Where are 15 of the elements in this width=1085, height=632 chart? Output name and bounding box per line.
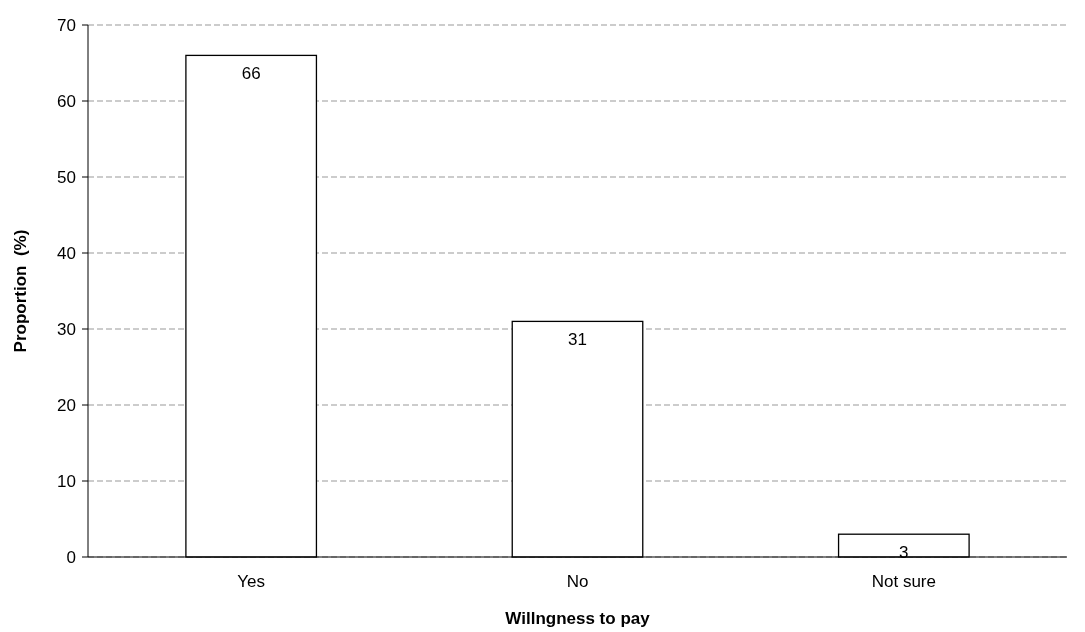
y-tick-label: 20 [57,395,76,415]
y-tick-label: 50 [57,167,76,187]
y-axis-title: Proportion (%) [11,229,30,353]
data-label: 66 [241,64,261,84]
x-axis-title: Willngness to pay [505,609,651,628]
x-tick-label: No [566,572,589,591]
y-tick-label: 70 [57,15,76,35]
y-tick-label: 10 [57,471,76,491]
y-tick-label: 30 [57,319,76,339]
y-tick-label: 0 [66,547,76,567]
x-tick-label: Not sure [871,572,936,591]
y-tick-label: 60 [57,91,76,111]
x-tick-label: Yes [237,572,266,591]
y-tick-label: 40 [57,243,76,263]
data-label: 31 [568,330,587,350]
